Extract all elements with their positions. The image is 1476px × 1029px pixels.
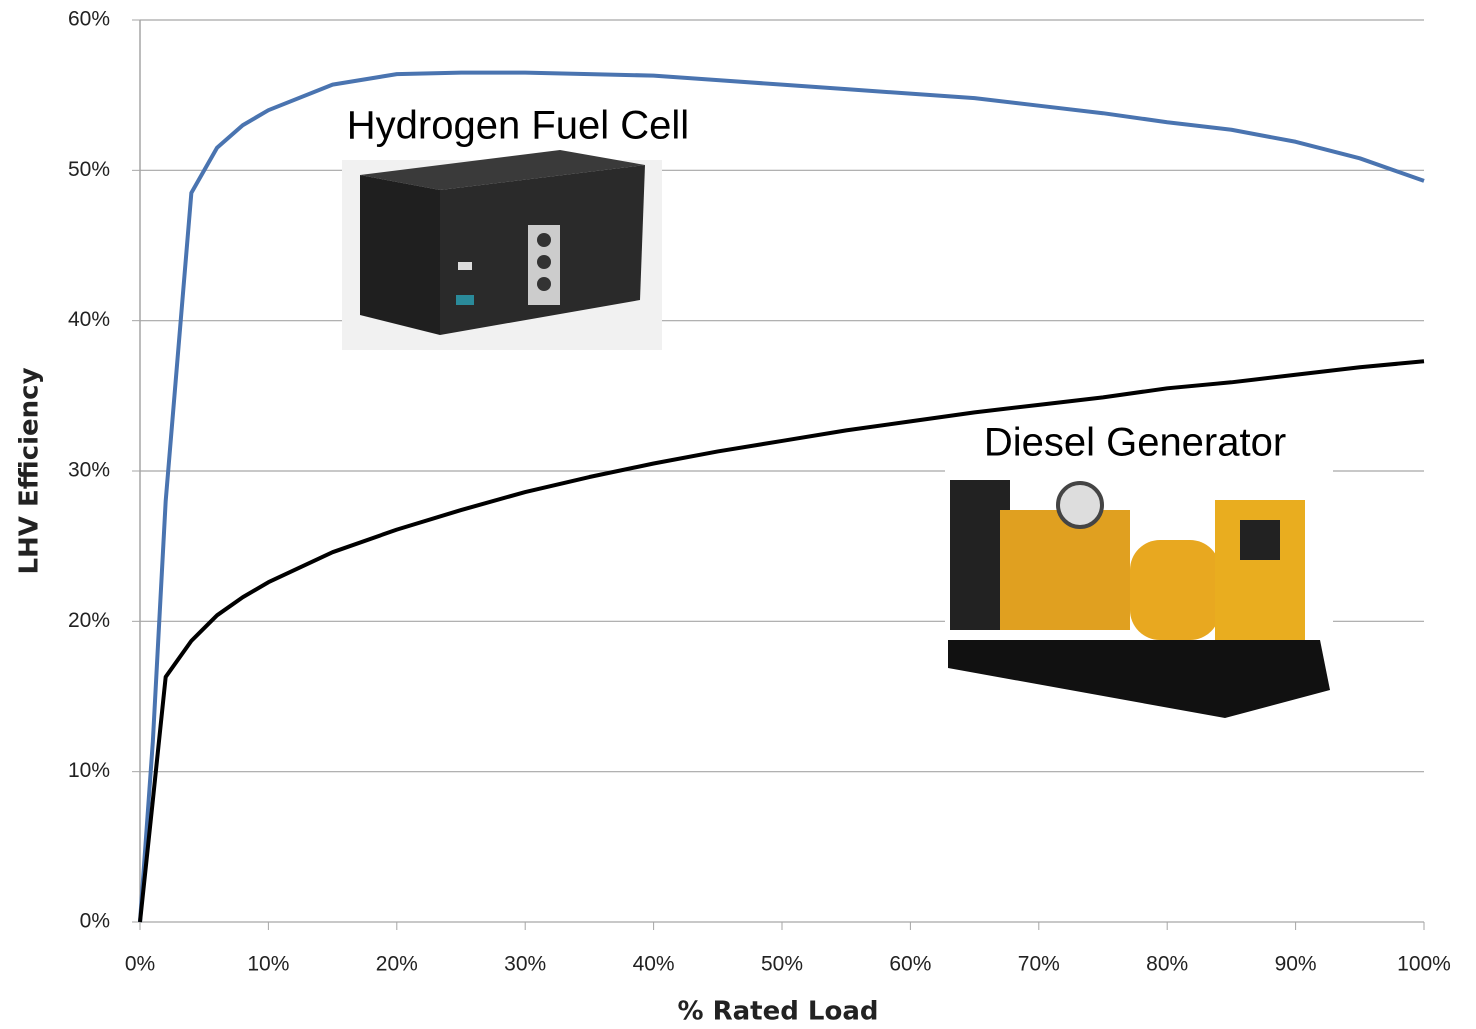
y-tick-label: 10%	[68, 759, 110, 782]
y-tick-label: 50%	[68, 158, 110, 181]
generator-image	[945, 470, 1333, 720]
series-annotation: Hydrogen Fuel Cell	[347, 104, 689, 148]
x-tick-label: 70%	[1018, 953, 1060, 976]
x-tick-label: 100%	[1397, 953, 1451, 976]
x-tick-label: 50%	[761, 953, 803, 976]
x-tick-label: 20%	[376, 953, 418, 976]
y-tick-label: 40%	[68, 308, 110, 331]
x-tick-label: 90%	[1275, 953, 1317, 976]
y-tick-label: 0%	[80, 910, 110, 933]
fuel-cell-image	[342, 150, 662, 350]
y-tick-label: 20%	[68, 609, 110, 632]
y-tick-label: 60%	[68, 8, 110, 31]
x-tick-label: 40%	[633, 953, 675, 976]
x-tick-label: 80%	[1146, 953, 1188, 976]
y-tick-label: 30%	[68, 459, 110, 482]
series-line	[138, 70, 1425, 923]
series-annotation: Diesel Generator	[984, 421, 1286, 465]
x-axis-title: % Rated Load	[678, 997, 879, 1027]
x-tick-label: 60%	[889, 953, 931, 976]
x-tick-label: 0%	[125, 953, 155, 976]
x-tick-label: 10%	[247, 953, 289, 976]
y-axis-title: LHV Efficiency	[15, 367, 45, 574]
x-tick-label: 30%	[504, 953, 546, 976]
series-line	[138, 359, 1425, 923]
